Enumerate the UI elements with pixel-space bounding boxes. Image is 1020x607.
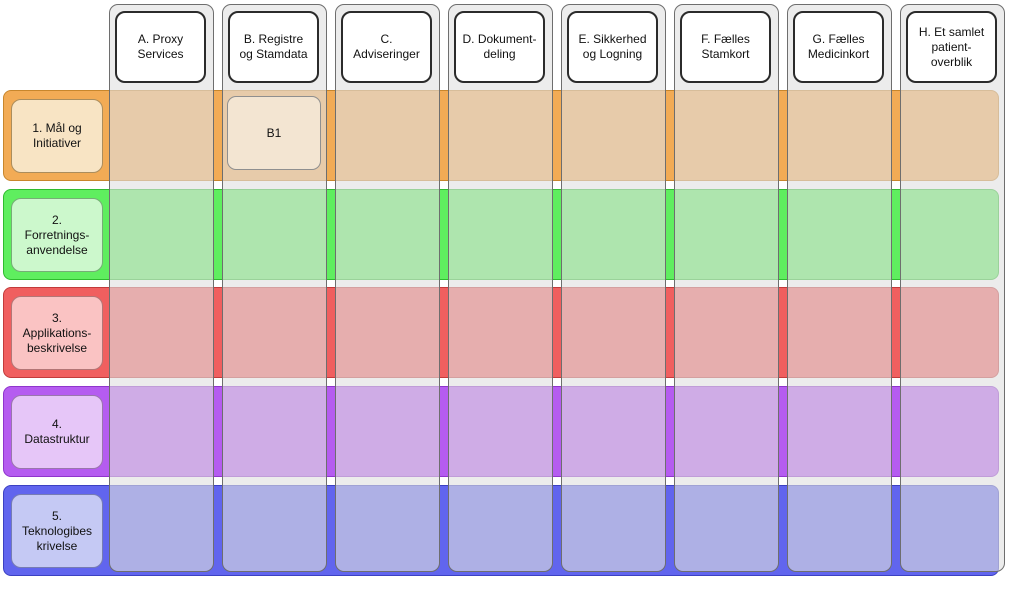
column-header-g[interactable]: G. Fælles Medicinkort [793, 11, 884, 83]
column-header-h[interactable]: H. Et samlet patient- overblik [906, 11, 997, 83]
cell-b1[interactable]: B1 [227, 96, 321, 170]
row-header-3[interactable]: 3. Applikations- beskrivelse [11, 296, 103, 370]
column-header-a-label: A. Proxy Services [137, 32, 184, 61]
column-lane-g[interactable]: G. Fælles Medicinkort [787, 4, 892, 572]
column-header-c[interactable]: C. Adviseringer [341, 11, 432, 83]
column-header-g-label: G. Fælles Medicinkort [807, 32, 870, 61]
column-header-b-label: B. Registre og Stamdata [239, 32, 308, 61]
row-header-3-label: 3. Applikations- beskrivelse [22, 310, 92, 355]
column-lane-e[interactable]: E. Sikkerhed og Logning [561, 4, 666, 572]
row-header-5-label: 5. Teknologibes krivelse [21, 508, 93, 553]
column-header-d-label: D. Dokument- deling [462, 32, 537, 61]
row-header-4[interactable]: 4. Datastruktur [11, 395, 103, 469]
row-header-1[interactable]: 1. Mål og Initiativer [11, 99, 103, 173]
column-lane-h[interactable]: H. Et samlet patient- overblik [900, 4, 1005, 572]
column-header-b[interactable]: B. Registre og Stamdata [228, 11, 319, 83]
column-header-d[interactable]: D. Dokument- deling [454, 11, 545, 83]
column-lane-f[interactable]: F. Fælles Stamkort [674, 4, 779, 572]
row-header-1-label: 1. Mål og Initiativer [32, 121, 82, 150]
column-lane-a[interactable]: A. Proxy Services [109, 4, 214, 572]
column-header-e[interactable]: E. Sikkerhed og Logning [567, 11, 658, 83]
column-header-a[interactable]: A. Proxy Services [115, 11, 206, 83]
column-header-f[interactable]: F. Fælles Stamkort [680, 11, 771, 83]
cell-b1-label: B1 [266, 125, 282, 140]
row-header-2-label: 2. Forretnings- anvendelse [24, 212, 90, 257]
column-lane-b[interactable]: B. Registre og Stamdata [222, 4, 327, 572]
column-header-c-label: C. Adviseringer [353, 32, 420, 61]
row-header-5[interactable]: 5. Teknologibes krivelse [11, 494, 103, 568]
column-header-e-label: E. Sikkerhed og Logning [578, 32, 647, 61]
column-header-h-label: H. Et samlet patient- overblik [918, 24, 985, 69]
row-header-2[interactable]: 2. Forretnings- anvendelse [11, 198, 103, 272]
row-header-4-label: 4. Datastruktur [24, 417, 90, 446]
column-lane-c[interactable]: C. Adviseringer [335, 4, 440, 572]
column-lane-d[interactable]: D. Dokument- deling [448, 4, 553, 572]
column-header-f-label: F. Fælles Stamkort [701, 32, 750, 61]
